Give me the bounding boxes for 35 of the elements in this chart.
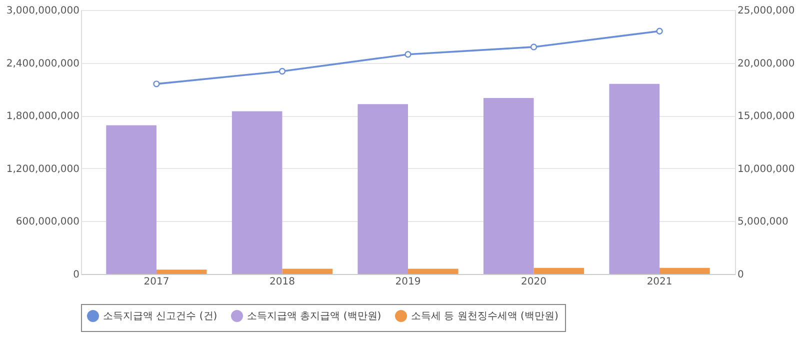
y2-tick-label: 10,000,000 bbox=[738, 164, 795, 175]
point bbox=[656, 28, 663, 34]
bar bbox=[660, 268, 710, 274]
x-tick-label: 2018 bbox=[270, 276, 295, 288]
x-tick-label: 2017 bbox=[144, 276, 170, 288]
legend-label: 소득지급액 신고건수 (건) bbox=[103, 311, 218, 322]
bar bbox=[534, 268, 584, 274]
legend-label: 소득세 등 원천징수세액 (백만원) bbox=[411, 311, 558, 322]
y2-tick-label: 0 bbox=[738, 270, 744, 280]
point bbox=[278, 68, 286, 75]
point bbox=[404, 51, 412, 58]
bar bbox=[232, 111, 282, 274]
point bbox=[153, 80, 160, 88]
x-tick-label: 2020 bbox=[521, 276, 546, 288]
y-tick-label: 3,000,000,000 bbox=[6, 6, 80, 16]
y2-tick-label: 5,000,000 bbox=[738, 216, 788, 228]
y-tick-label: 600,000,000 bbox=[16, 216, 80, 228]
bar bbox=[609, 84, 660, 274]
x-tick-label: 2021 bbox=[646, 276, 672, 288]
point bbox=[530, 44, 538, 50]
x-tick-label: 2019 bbox=[395, 276, 421, 288]
y2-tick-label: 20,000,000 bbox=[738, 58, 795, 70]
bar bbox=[483, 98, 534, 274]
y-tick-label: 1,200,000,000 bbox=[6, 164, 80, 175]
bar bbox=[282, 268, 333, 274]
bar bbox=[358, 104, 408, 274]
y-tick-label: 1,800,000,000 bbox=[6, 111, 80, 122]
y2-tick-label: 25,000,000 bbox=[738, 6, 795, 16]
y-tick-label: 0 bbox=[73, 270, 80, 280]
bar bbox=[106, 125, 156, 274]
bar bbox=[408, 268, 458, 274]
y-tick-label: 2,400,000,000 bbox=[6, 58, 80, 70]
y2-tick-label: 15,000,000 bbox=[738, 111, 795, 122]
legend-label: 소득지급액 총지급액 (백만원) bbox=[247, 311, 382, 322]
bar bbox=[156, 270, 207, 274]
